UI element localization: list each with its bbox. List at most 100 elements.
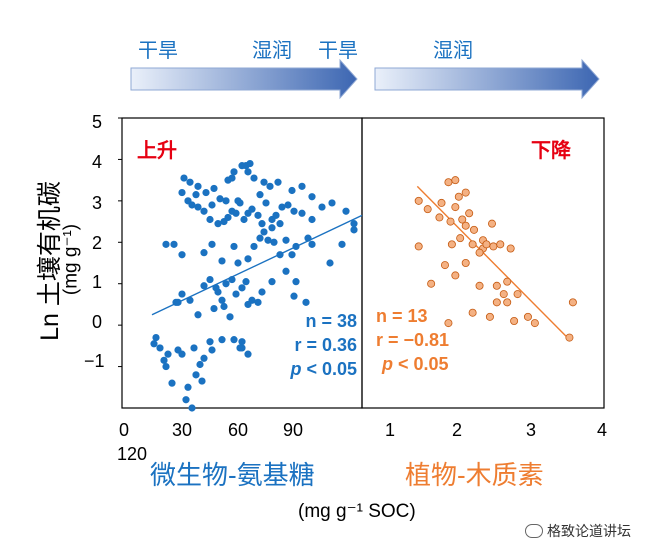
- right-scatter-point: [475, 281, 484, 290]
- left-scatter-point: [178, 290, 186, 298]
- left-scatter-point: [182, 396, 190, 404]
- x-tick-label: 4: [597, 420, 608, 440]
- left-scatter-point: [298, 182, 306, 190]
- x-tick-label: 120: [117, 444, 148, 464]
- left-scatter-point: [194, 311, 202, 319]
- left-scatter-point: [206, 275, 214, 284]
- left-stat-n: n = 38: [305, 311, 357, 331]
- left-scatter-point: [202, 188, 210, 197]
- left-scatter-point: [244, 350, 252, 358]
- left-scatter-point: [326, 259, 334, 267]
- left-scatter-point: [248, 205, 256, 213]
- left-scatter-point: [342, 207, 350, 215]
- left-scatter-point: [192, 371, 200, 379]
- left-scatter-point: [276, 251, 284, 259]
- left-scatter-point: [220, 302, 228, 311]
- right-scatter-point: [444, 178, 453, 187]
- right-scatter-point: [454, 192, 463, 201]
- left-scatter-point: [276, 220, 284, 228]
- x-tick-label: 1: [385, 420, 396, 440]
- left-scatter-point: [244, 168, 252, 176]
- left-scatter-point: [282, 236, 290, 244]
- left-scatter-point: [208, 201, 216, 209]
- left-scatter-point: [288, 186, 296, 195]
- left-stats: n = 38 r = 0.36 p < 0.05: [290, 309, 357, 381]
- left-scatter-point: [206, 215, 214, 224]
- left-scatter-point: [152, 333, 160, 342]
- right-scatter-point: [506, 244, 515, 253]
- y-tick-label: 4: [92, 152, 103, 172]
- left-scatter-point: [200, 207, 208, 215]
- y-tick-label: −1: [84, 351, 105, 371]
- left-scatter-point: [194, 182, 202, 190]
- right-scatter-point: [523, 312, 532, 321]
- left-scatter-point: [258, 288, 266, 296]
- left-scatter-point: [304, 234, 312, 242]
- left-scatter-point: [222, 280, 230, 288]
- left-stat-p-value: < 0.05: [301, 359, 357, 379]
- left-scatter-point: [214, 220, 222, 228]
- x-tick-label: 2: [452, 420, 463, 440]
- left-scatter-point: [262, 199, 270, 207]
- x-tick-label: 3: [526, 420, 537, 440]
- right-stat-p-value: < 0.05: [393, 354, 449, 374]
- right-stat-n: n = 13: [376, 306, 428, 326]
- left-scatter-point: [178, 188, 186, 197]
- right-scatter-point: [440, 261, 449, 270]
- left-scatter-point: [232, 209, 240, 217]
- left-scatter-point: [308, 215, 316, 224]
- left-scatter-point: [338, 240, 346, 248]
- right-scatter-point: [565, 333, 574, 342]
- left-scatter-point: [244, 255, 252, 263]
- right-scatter-point: [470, 225, 479, 234]
- y-tick-label: 2: [92, 233, 103, 253]
- x-tick-label: 60: [228, 420, 249, 440]
- left-scatter-point: [150, 340, 158, 348]
- left-scatter-point: [190, 344, 198, 352]
- y-tick-label: 0: [92, 312, 103, 332]
- left-scatter-point: [226, 313, 234, 321]
- left-panel-label: 上升: [137, 140, 177, 162]
- left-scatter-point: [266, 182, 274, 190]
- left-scatter-point: [206, 338, 214, 346]
- right-scatter-point: [568, 298, 577, 307]
- left-scatter-point: [284, 201, 292, 209]
- right-arrow-start-label: 干旱: [318, 40, 358, 62]
- left-scatter-point: [292, 242, 300, 251]
- right-panel-frame: [361, 117, 605, 409]
- left-scatter-point: [186, 296, 194, 304]
- left-scatter-point: [200, 354, 208, 362]
- left-stat-p-symbol: p: [290, 359, 302, 379]
- left-scatter-point: [180, 174, 188, 182]
- right-scatter-point: [489, 242, 498, 251]
- right-scatter-point: [461, 258, 470, 267]
- left-scatter-point: [238, 284, 246, 292]
- top-arrows: [130, 58, 600, 100]
- left-scatter-point: [350, 220, 358, 228]
- left-scatter-point: [298, 209, 306, 217]
- right-scatter-point: [513, 290, 522, 299]
- left-scatter-point: [214, 288, 222, 296]
- right-scatter-point: [446, 217, 455, 226]
- left-scatter-point: [272, 211, 280, 219]
- x-tick-label: 90: [283, 420, 304, 440]
- right-scatter-point: [414, 196, 423, 205]
- right-scatter-point: [458, 215, 467, 224]
- left-scatter-point: [230, 336, 238, 344]
- right-scatter-point: [530, 319, 539, 328]
- right-arrow-end-label: 湿润: [433, 40, 473, 62]
- left-scatter-point: [232, 290, 240, 298]
- right-scatter-point: [447, 240, 456, 249]
- left-scatter-point: [250, 242, 258, 251]
- right-scatter-point: [465, 209, 474, 218]
- right-scatter-point: [461, 221, 470, 230]
- left-scatter-point: [254, 298, 262, 306]
- left-scatter-point: [256, 234, 264, 242]
- left-scatter-point: [268, 224, 276, 232]
- y-tick-label: 5: [92, 112, 103, 132]
- right-scatter-point: [468, 308, 477, 317]
- left-scatter-point: [292, 278, 300, 286]
- right-scatter-point: [468, 240, 477, 249]
- left-arrow-start-label: 干旱: [138, 40, 178, 62]
